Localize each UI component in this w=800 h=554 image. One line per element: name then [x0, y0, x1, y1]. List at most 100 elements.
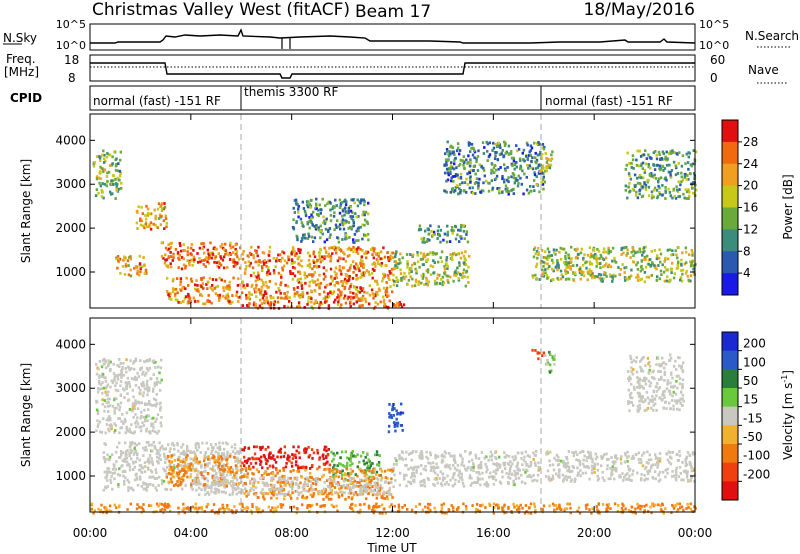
power-cell — [355, 215, 358, 219]
power-cell — [186, 246, 190, 250]
velocity-cell — [105, 423, 109, 426]
velocity-cell — [320, 489, 324, 493]
power-cell — [477, 186, 480, 190]
power-cell — [318, 292, 321, 296]
power-cell — [573, 272, 576, 276]
power-cell — [361, 259, 364, 263]
velocity-cell — [347, 491, 350, 495]
velocity-cell — [407, 480, 410, 484]
power-cell — [258, 304, 262, 308]
power-cell — [620, 253, 623, 256]
power-cell — [257, 274, 260, 277]
velocity-cell — [291, 482, 294, 486]
velocity-cell — [269, 490, 272, 494]
power-cell — [643, 280, 646, 284]
velocity-cell — [304, 468, 307, 472]
power-cell — [599, 253, 602, 257]
power-cell — [655, 257, 659, 261]
velocity-cell — [275, 488, 278, 492]
power-cell — [443, 163, 446, 167]
power-cell — [286, 305, 290, 309]
power-cell — [112, 174, 116, 178]
power-cell — [450, 176, 453, 180]
power-cell — [498, 189, 501, 192]
power-cell — [498, 143, 501, 147]
power-cell — [331, 291, 335, 295]
power-cell — [143, 226, 146, 230]
power-cell — [163, 261, 167, 265]
velocity-cell — [461, 481, 465, 485]
velocity-cell — [292, 445, 295, 449]
power-cell — [352, 260, 355, 264]
power-cell — [196, 299, 200, 303]
power-cell — [537, 253, 540, 257]
velocity-cell — [290, 461, 293, 465]
power-cell — [363, 218, 367, 222]
power-cell — [534, 156, 537, 160]
power-cell — [348, 278, 351, 281]
velocity-cell — [429, 451, 432, 455]
velocity-cell — [343, 491, 346, 495]
power-cell — [469, 150, 472, 153]
power-cell — [656, 254, 659, 258]
power-cell — [641, 253, 644, 257]
velocity-cell — [115, 406, 118, 410]
power-cell — [627, 185, 630, 189]
velocity-cell — [303, 484, 306, 488]
velocity-cell — [425, 455, 428, 459]
power-cell — [460, 225, 463, 229]
velocity-cell — [374, 453, 377, 457]
power-cell — [461, 159, 464, 163]
velocity-cell — [363, 479, 366, 483]
power-cell — [453, 159, 456, 162]
velocity-cell — [136, 453, 139, 457]
power-cell — [661, 184, 664, 187]
power-cell — [541, 143, 545, 146]
power-cell — [422, 236, 426, 240]
velocity-cell — [516, 461, 520, 465]
power-cell — [383, 275, 386, 279]
power-cell — [215, 261, 219, 265]
power-cell — [385, 286, 389, 290]
velocity-cell — [227, 466, 230, 469]
velocity-cell — [118, 431, 121, 435]
power-cell — [644, 185, 647, 189]
power-cell — [462, 155, 465, 158]
power-cell — [156, 226, 159, 229]
velocity-cell — [328, 482, 332, 485]
velocity-cell — [219, 464, 222, 467]
power-cell — [283, 292, 287, 296]
velocity-cell — [133, 450, 137, 454]
velocity-cell — [366, 464, 370, 468]
power-cell — [347, 226, 350, 230]
power-cell — [254, 279, 257, 283]
velocity-cell — [163, 455, 166, 458]
power-cell — [466, 275, 469, 279]
power-cell — [332, 290, 336, 294]
power-cell — [677, 180, 680, 184]
power-cell — [419, 251, 423, 255]
power-cell — [660, 157, 663, 160]
velocity-cell — [485, 465, 488, 469]
power-cell — [473, 156, 476, 160]
power-cell — [643, 168, 647, 172]
power-cell — [317, 265, 321, 268]
velocity-cell — [476, 479, 480, 482]
velocity-cell — [173, 484, 176, 487]
power-cell — [333, 228, 336, 231]
power-cell — [307, 251, 310, 255]
power-cell — [582, 274, 586, 278]
velocity-cell — [118, 467, 121, 471]
power-cell — [250, 293, 253, 296]
power-cell — [296, 286, 299, 289]
velocity-cell — [147, 368, 150, 372]
power-cell — [314, 299, 317, 303]
velocity-cell — [514, 474, 517, 477]
velocity-cell — [386, 490, 389, 494]
power-cell — [327, 304, 331, 307]
velocity-cell — [251, 482, 255, 486]
power-cell — [570, 245, 573, 249]
power-cell — [691, 181, 695, 184]
power-cell — [200, 259, 204, 263]
